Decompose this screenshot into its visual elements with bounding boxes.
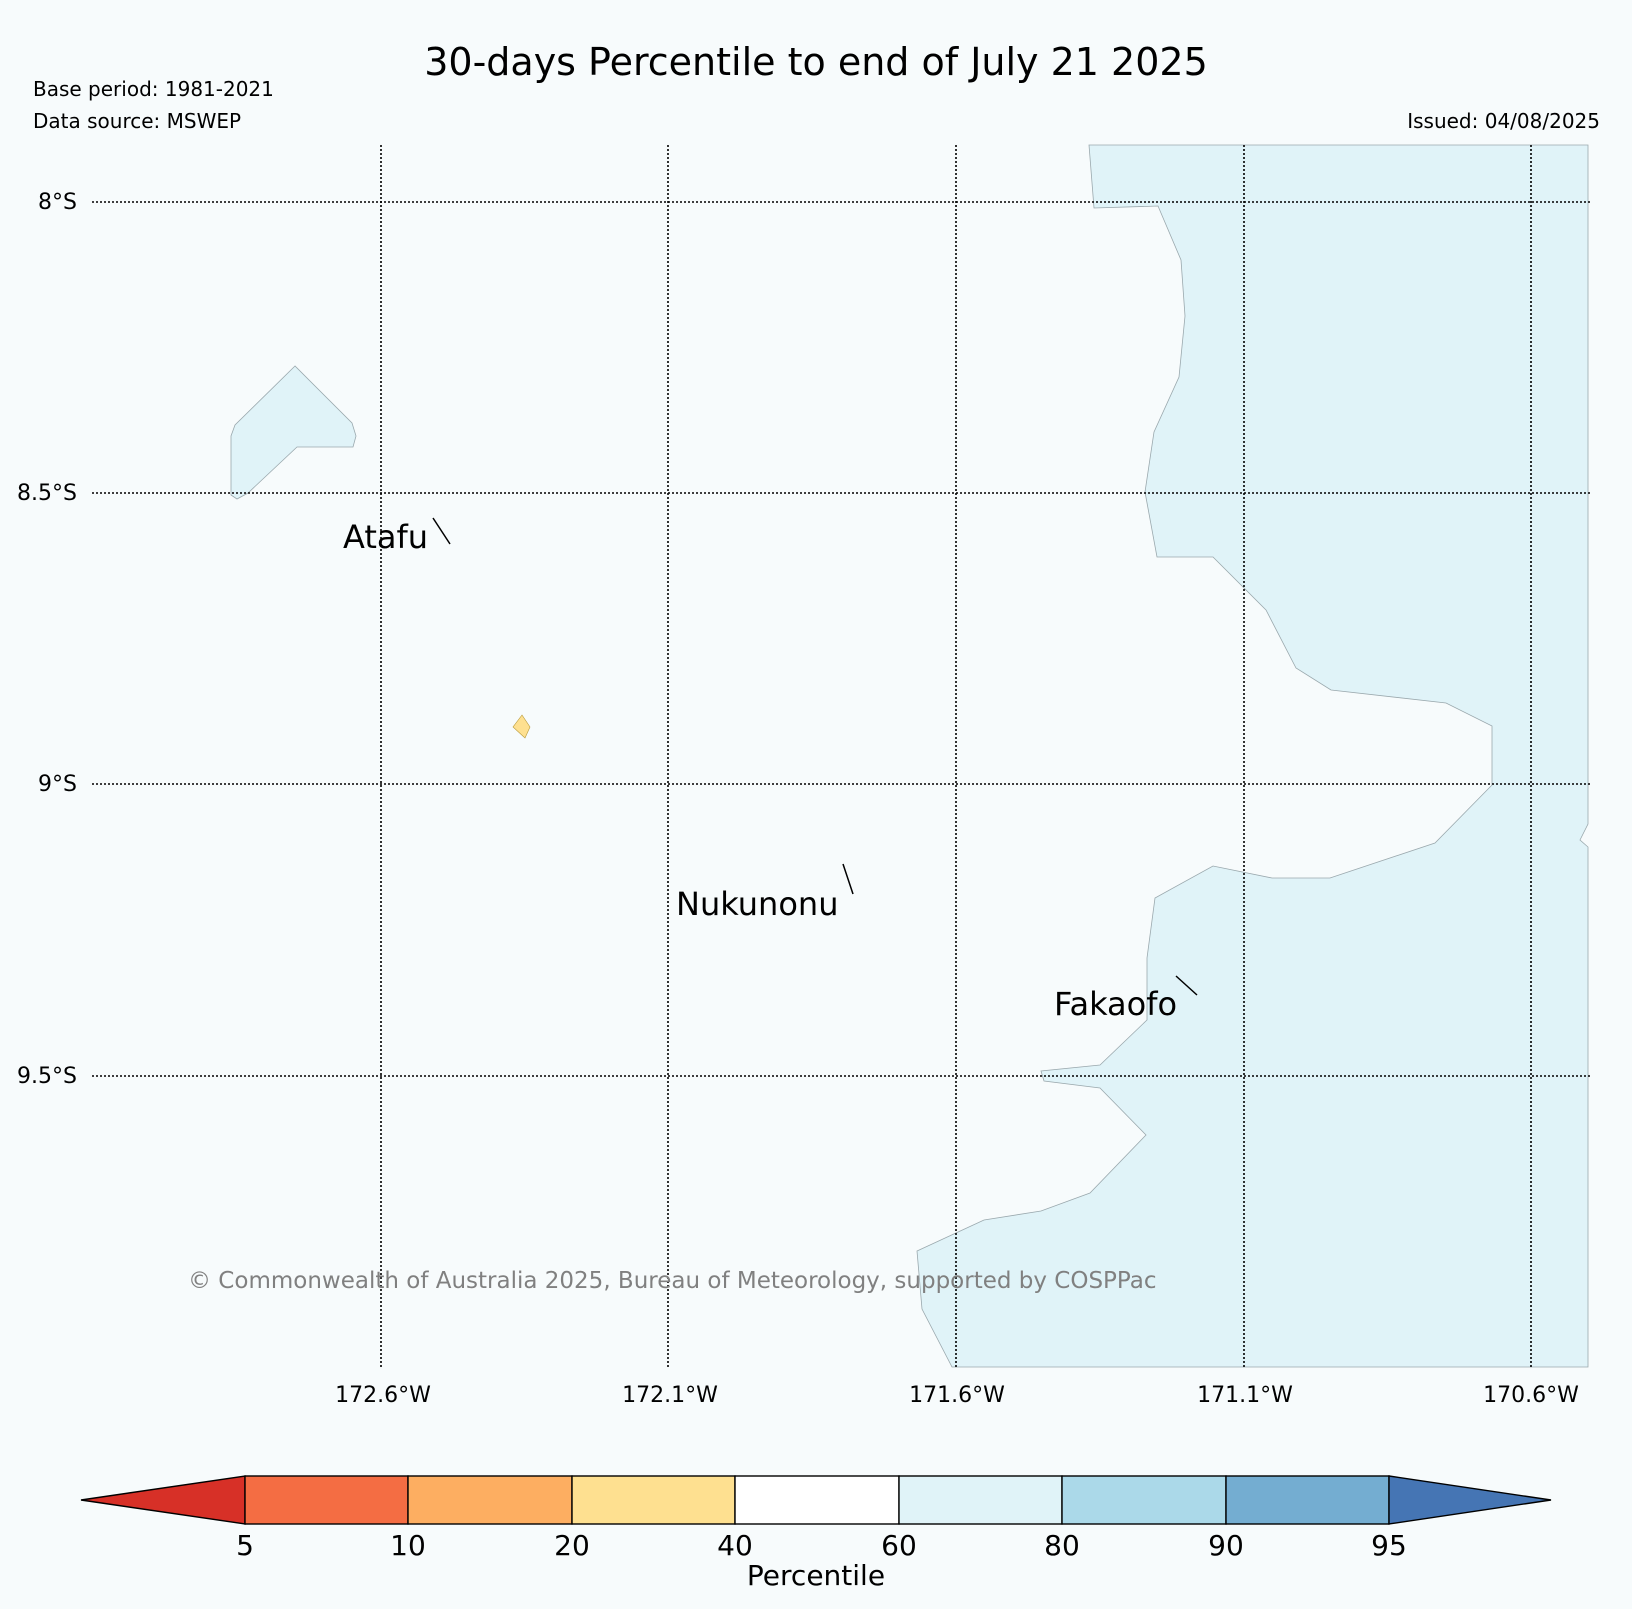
- issued-date-text: Issued: 04/08/2025: [1407, 109, 1600, 133]
- fakaofo-leader-line: [1175, 975, 1198, 996]
- colorbar-tick: 80: [1044, 1529, 1080, 1562]
- colorbar-extend-high: [1388, 1475, 1552, 1525]
- colorbar-bin-40-60: [734, 1475, 900, 1525]
- colorbar-tick: 95: [1371, 1529, 1407, 1562]
- colorbar-tick: 90: [1208, 1529, 1244, 1562]
- region-60-80-northwest: [230, 365, 357, 500]
- colorbar-bin-5-10: [244, 1475, 409, 1525]
- lon-label: 171.1°W: [1197, 1383, 1293, 1408]
- colorbar-tick: 40: [717, 1529, 753, 1562]
- colorbar-bin-20-40: [571, 1475, 736, 1525]
- lat-label: 9.5°S: [17, 1064, 77, 1089]
- data-source-text: Data source: MSWEP: [33, 109, 242, 133]
- colorbar-tick: 10: [390, 1529, 426, 1562]
- colorbar-bin-10-20: [407, 1475, 573, 1525]
- colorbar-tick: 20: [554, 1529, 590, 1562]
- colorbar-tick: 5: [236, 1529, 254, 1562]
- copyright-text: © Commonwealth of Australia 2025, Bureau…: [188, 1268, 1157, 1294]
- lat-label: 9°S: [38, 772, 77, 797]
- lon-label: 172.6°W: [335, 1383, 431, 1408]
- base-period-text: Base period: 1981-2021: [33, 77, 274, 101]
- colorbar-extend-low: [80, 1475, 246, 1525]
- map-title: 30-days Percentile to end of July 21 202…: [424, 40, 1208, 84]
- place-label-nukunonu: Nukunonu: [676, 885, 838, 923]
- atafu-leader-line: [432, 517, 451, 545]
- lat-label: 8.5°S: [17, 481, 77, 506]
- region-20-40-spot: [512, 714, 531, 739]
- graticule: [92, 145, 1590, 1368]
- nukunonu-leader-line: [842, 863, 854, 895]
- colorbar-tick: 60: [881, 1529, 917, 1562]
- lat-label: 8°S: [38, 190, 77, 215]
- colorbar-bin-60-80: [898, 1475, 1063, 1525]
- lon-label: 171.6°W: [909, 1383, 1005, 1408]
- colorbar-bin-90-95: [1225, 1475, 1390, 1525]
- region-60-80-east: [916, 144, 1589, 1368]
- lon-label: 170.6°W: [1483, 1383, 1579, 1408]
- colorbar-bin-80-90: [1061, 1475, 1227, 1525]
- colorbar: [80, 1475, 1552, 1525]
- precip-regions: [230, 144, 1589, 1368]
- place-label-fakaofo: Fakaofo: [1054, 985, 1177, 1023]
- place-label-atafu: Atafu: [343, 518, 428, 556]
- colorbar-label: Percentile: [747, 1559, 885, 1592]
- lon-label: 172.1°W: [622, 1383, 718, 1408]
